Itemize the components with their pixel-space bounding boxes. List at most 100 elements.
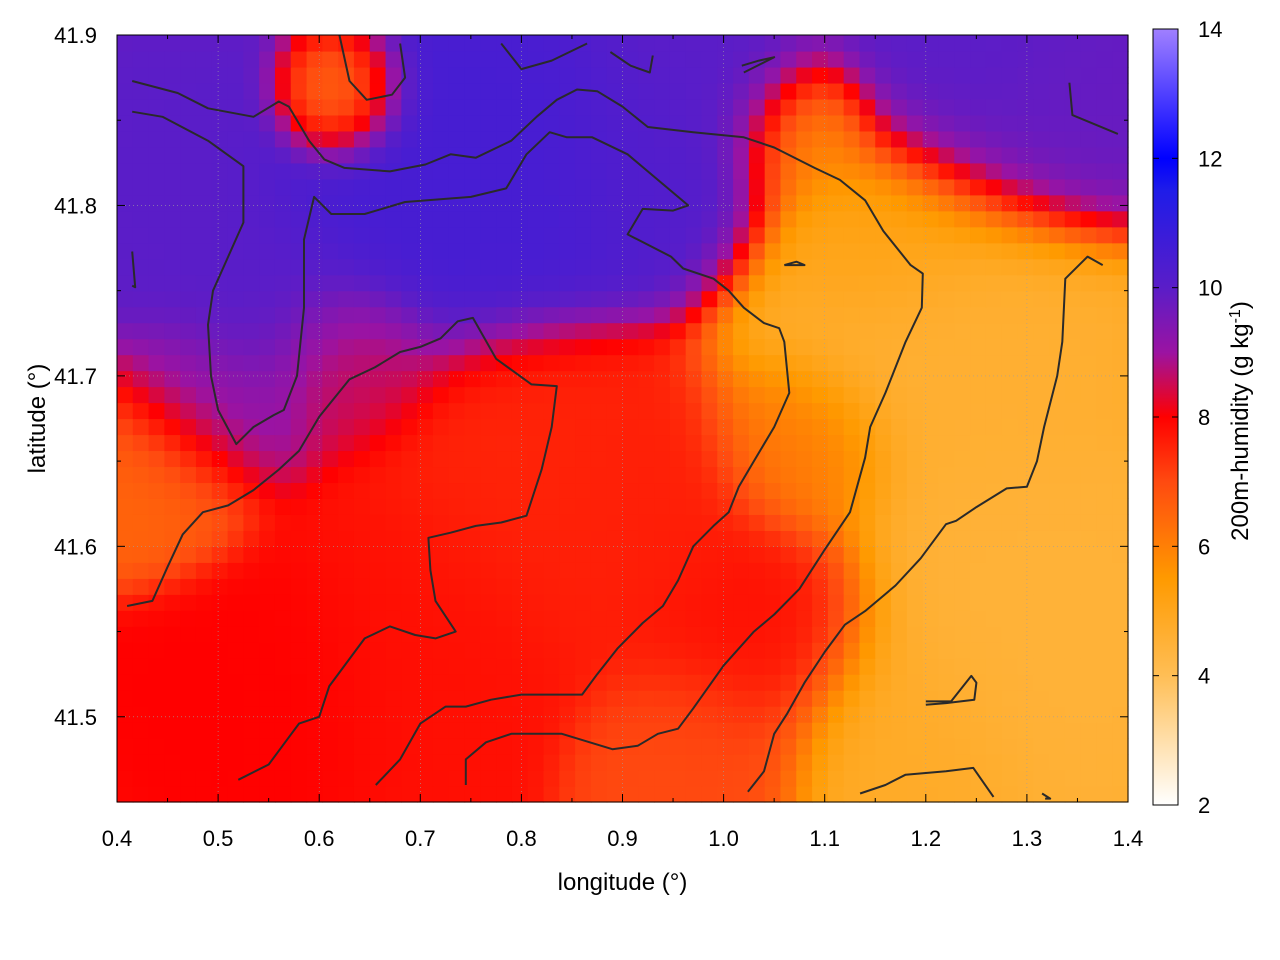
heat-cell: [164, 98, 181, 116]
heat-cell: [559, 354, 576, 372]
heat-cell: [575, 754, 592, 771]
heat-cell: [227, 338, 244, 356]
heat-cell: [417, 370, 434, 388]
heat-cell: [685, 210, 703, 228]
heat-cell: [259, 722, 276, 739]
heat-cell: [259, 114, 276, 132]
heat-cell: [622, 786, 639, 803]
heat-cell: [274, 690, 292, 707]
heat-cell: [859, 626, 876, 643]
heat-cell: [1112, 530, 1129, 547]
heat-cell: [1033, 770, 1050, 787]
heat-cell: [243, 82, 260, 100]
heat-cell: [638, 290, 655, 308]
heat-cell: [748, 162, 766, 180]
heat-cell: [543, 162, 560, 180]
heat-cell: [1001, 178, 1019, 196]
heat-cell: [180, 578, 197, 595]
heat-cell: [701, 466, 718, 484]
heat-cell: [1112, 626, 1129, 643]
heat-cell: [164, 146, 181, 164]
heat-cell: [575, 578, 592, 595]
heat-cell: [353, 578, 371, 595]
heat-cell: [1064, 130, 1082, 148]
heat-cell: [243, 706, 260, 723]
heat-cell: [448, 322, 466, 340]
heat-cell: [575, 610, 592, 627]
heat-cell: [985, 306, 1003, 324]
heat-cell: [970, 642, 987, 659]
heat-cell: [701, 770, 718, 787]
contour-line: [131, 80, 924, 785]
heat-cell: [559, 178, 576, 196]
heat-cell: [606, 370, 624, 388]
heat-cell: [211, 562, 229, 579]
heat-cell: [780, 450, 797, 468]
heat-cell: [1033, 162, 1050, 180]
heat-cell: [322, 98, 339, 116]
heat-cell: [733, 738, 750, 755]
heat-cell: [480, 290, 497, 308]
heat-cell: [906, 738, 924, 755]
heat-cell: [448, 35, 466, 52]
heat-cell: [701, 738, 718, 755]
heat-cell: [227, 658, 244, 675]
heat-cell: [306, 658, 323, 675]
heat-cell: [322, 370, 339, 388]
heat-cell: [970, 530, 987, 547]
heat-cell: [669, 658, 687, 675]
heat-cell: [527, 82, 545, 100]
heat-cell: [891, 290, 908, 308]
heat-cell: [1001, 642, 1019, 659]
heat-cell: [875, 370, 892, 388]
heat-cell: [195, 770, 213, 787]
heat-cell: [243, 754, 260, 771]
heat-cell: [1049, 226, 1066, 244]
heat-cell: [338, 434, 355, 452]
heat-cell: [685, 162, 703, 180]
heat-cell: [985, 194, 1003, 212]
heat-cell: [511, 690, 529, 707]
heat-cell: [812, 258, 829, 276]
heat-cell: [1033, 706, 1050, 723]
heat-cell: [338, 178, 355, 196]
heat-cell: [559, 578, 576, 595]
heat-cell: [369, 546, 387, 563]
heat-cell: [970, 690, 987, 707]
heat-cell: [1001, 690, 1019, 707]
heat-cell: [496, 498, 513, 515]
heat-cell: [401, 194, 418, 212]
x-tick-label: 1.2: [911, 826, 942, 851]
heat-cell: [180, 258, 197, 276]
heat-cell: [195, 35, 213, 52]
heat-cell: [1064, 50, 1082, 68]
heat-cell: [827, 114, 845, 132]
heat-cell: [733, 114, 750, 132]
heat-cell: [970, 466, 987, 484]
heat-cell: [575, 466, 592, 484]
heat-cell: [259, 82, 276, 100]
heat-cell: [1112, 402, 1129, 420]
heat-cell: [511, 626, 529, 643]
heat-cell: [527, 242, 545, 260]
heat-cell: [148, 306, 165, 324]
heat-cell: [938, 482, 955, 499]
heat-cell: [1064, 674, 1082, 691]
heat-cell: [1096, 770, 1113, 787]
heat-cell: [180, 626, 197, 643]
heat-cell: [448, 226, 466, 244]
heat-cell: [274, 178, 292, 196]
heat-cell: [180, 114, 197, 132]
heat-cell: [1049, 50, 1066, 68]
heat-cell: [748, 35, 766, 52]
heat-cell: [353, 674, 371, 691]
heat-cell: [274, 162, 292, 180]
heat-cell: [164, 594, 181, 611]
heat-cell: [559, 322, 576, 340]
heat-cell: [464, 98, 481, 116]
heat-cell: [448, 562, 466, 579]
heat-cell: [717, 434, 734, 452]
heat-cell: [1049, 690, 1066, 707]
heat-cell: [654, 434, 671, 452]
heat-cell: [970, 226, 987, 244]
